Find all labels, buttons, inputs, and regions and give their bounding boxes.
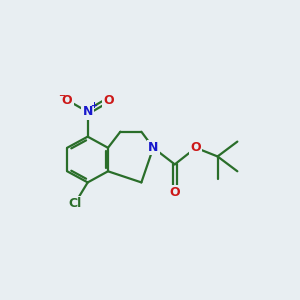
Text: N: N bbox=[82, 105, 93, 119]
Text: O: O bbox=[103, 94, 114, 106]
Text: N: N bbox=[148, 141, 158, 154]
Text: +: + bbox=[90, 101, 97, 110]
Text: −: − bbox=[58, 91, 65, 100]
Text: O: O bbox=[62, 94, 73, 106]
Text: O: O bbox=[169, 186, 180, 199]
Text: O: O bbox=[190, 141, 201, 154]
Text: Cl: Cl bbox=[68, 197, 81, 210]
